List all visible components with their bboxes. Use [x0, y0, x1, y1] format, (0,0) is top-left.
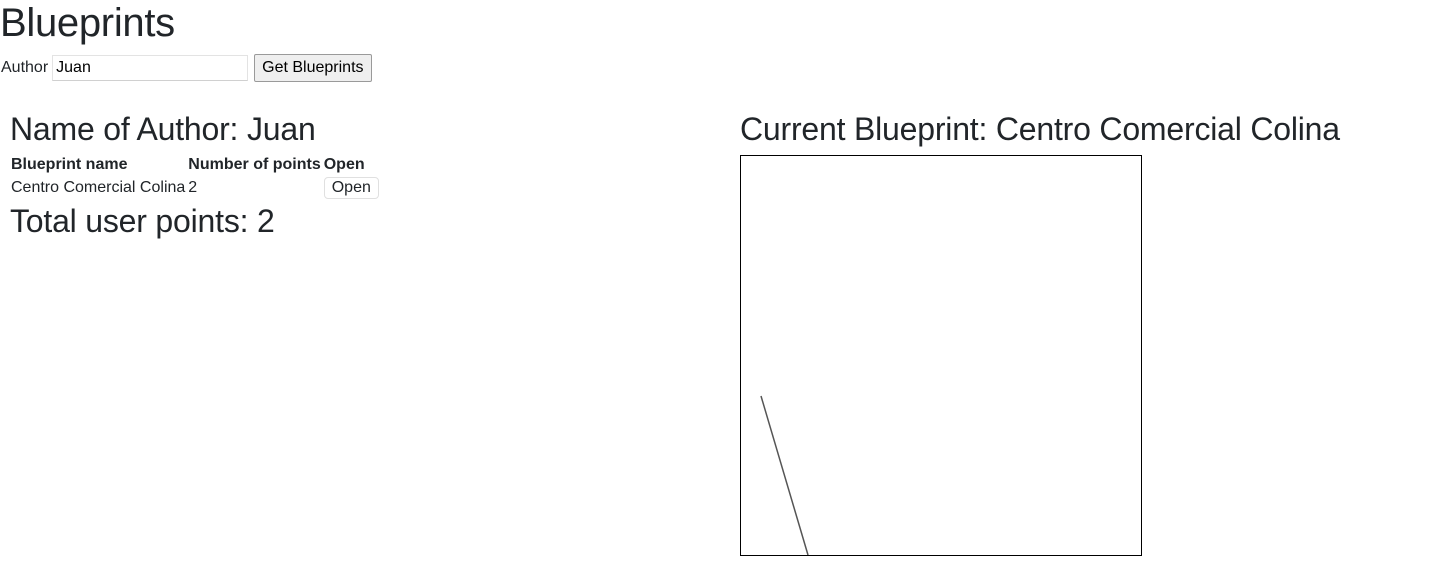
current-blueprint-heading: Current Blueprint: Centro Comercial Coli… — [740, 110, 1340, 148]
author-form: Author Get Blueprints — [1, 53, 372, 83]
author-heading: Name of Author: Juan — [10, 110, 381, 148]
open-blueprint-button[interactable]: Open — [323, 176, 379, 199]
author-heading-name: Juan — [246, 111, 316, 147]
blueprint-segment — [760, 395, 809, 555]
blueprint-name-cell: Centro Comercial Colina — [11, 178, 186, 196]
blueprint-drawing — [760, 395, 809, 555]
current-blueprint-panel: Current Blueprint: Centro Comercial Coli… — [740, 110, 1340, 556]
column-header-open: Open — [323, 156, 365, 173]
blueprints-table: Blueprint name Number of points Open Cen… — [10, 154, 381, 199]
current-blueprint-prefix: Current Blueprint: — [740, 111, 988, 147]
author-panel: Name of Author: Juan Blueprint name Numb… — [10, 110, 381, 240]
total-points-prefix: Total user points: — [10, 203, 249, 239]
blueprint-open-cell: Open — [323, 176, 381, 199]
author-label: Author — [1, 59, 49, 76]
total-points-heading: Total user points: 2 — [10, 202, 381, 240]
blueprint-points-cell: 2 — [188, 178, 198, 196]
blueprint-canvas[interactable] — [740, 155, 1142, 556]
table-row: Centro Comercial Colina 2 Open — [10, 176, 381, 199]
current-blueprint-name: Centro Comercial Colina — [995, 111, 1340, 147]
get-blueprints-button[interactable]: Get Blueprints — [254, 54, 372, 82]
total-points-value: 2 — [257, 203, 275, 239]
column-header-number-of-points: Number of points — [188, 156, 321, 173]
app-title: Blueprints — [0, 1, 175, 45]
author-heading-prefix: Name of Author: — [10, 111, 239, 147]
table-header-row: Blueprint name Number of points Open — [10, 154, 381, 176]
author-input[interactable] — [52, 55, 249, 81]
column-header-blueprint-name: Blueprint name — [11, 156, 128, 173]
